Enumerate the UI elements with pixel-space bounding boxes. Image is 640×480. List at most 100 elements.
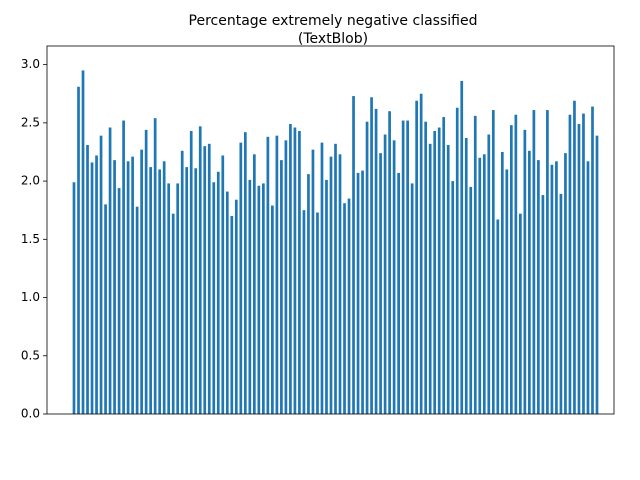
bar	[293, 127, 297, 415]
bar	[568, 114, 572, 414]
bar	[95, 155, 98, 414]
bar	[117, 188, 121, 414]
bar	[392, 140, 396, 415]
bar	[469, 186, 473, 414]
bar	[491, 110, 495, 415]
bar	[158, 169, 162, 414]
bar	[514, 114, 518, 414]
bar	[140, 149, 143, 414]
bar	[108, 127, 112, 415]
bar	[532, 110, 536, 415]
bar	[505, 169, 509, 414]
bar	[428, 143, 432, 414]
bar	[338, 154, 342, 414]
bar	[81, 70, 85, 415]
bar	[162, 161, 166, 414]
bar	[383, 134, 387, 414]
bar	[311, 149, 315, 414]
bar	[415, 100, 419, 414]
bar	[307, 174, 310, 414]
bar	[280, 160, 283, 414]
bar	[546, 110, 549, 415]
bar	[464, 138, 468, 414]
bar	[320, 142, 324, 414]
bar	[329, 156, 333, 414]
y-tick-label: 0.5	[21, 348, 40, 362]
bar	[167, 183, 171, 414]
bar	[550, 164, 554, 414]
plot-frame	[46, 45, 615, 415]
bar	[446, 144, 450, 414]
bar	[528, 150, 531, 414]
bar	[537, 160, 540, 414]
bar	[194, 168, 198, 414]
bar	[410, 183, 414, 414]
bar	[523, 129, 527, 415]
bar	[225, 191, 229, 414]
bar	[126, 161, 130, 414]
bar	[397, 172, 400, 414]
bar	[361, 170, 364, 414]
bar	[374, 108, 378, 414]
bar	[149, 167, 152, 414]
bar	[401, 120, 405, 414]
bar	[496, 219, 500, 414]
bar	[419, 93, 423, 415]
bar	[325, 179, 328, 414]
bar	[243, 132, 247, 414]
bar	[356, 172, 360, 414]
bar	[113, 160, 116, 414]
bar	[262, 183, 265, 414]
chart-title: Percentage extremely negative classified	[189, 13, 478, 29]
bar	[239, 142, 243, 414]
bar	[230, 216, 234, 414]
bar	[99, 135, 103, 414]
bar	[582, 113, 585, 414]
bar	[298, 131, 301, 414]
bar	[252, 154, 256, 414]
bar	[509, 125, 513, 414]
bar	[365, 121, 369, 415]
bar	[72, 182, 76, 414]
bar	[271, 205, 274, 414]
bar	[316, 212, 319, 414]
bar	[153, 118, 157, 415]
bar	[189, 131, 193, 414]
bar	[482, 154, 486, 414]
bar	[86, 144, 89, 414]
bar	[370, 97, 373, 414]
bar	[248, 179, 252, 414]
bar	[478, 157, 482, 414]
y-tick-label: 2.0	[21, 174, 40, 188]
bar	[198, 126, 202, 414]
bar	[266, 136, 270, 414]
bar	[347, 198, 351, 414]
bar	[334, 143, 337, 414]
bar	[343, 203, 346, 414]
bar	[289, 124, 292, 414]
bar	[455, 107, 459, 414]
bar	[122, 120, 125, 414]
bar	[212, 182, 216, 414]
bar	[406, 120, 409, 414]
bar	[180, 150, 184, 414]
bar	[176, 183, 180, 414]
bar	[555, 161, 558, 414]
bar	[573, 100, 576, 414]
bar	[284, 140, 288, 415]
bar	[564, 153, 567, 415]
bar	[203, 146, 207, 414]
bar	[437, 127, 441, 415]
bar	[216, 171, 220, 414]
y-tick-label: 0.0	[21, 407, 40, 421]
y-tick-label: 2.5	[21, 115, 40, 129]
bar	[352, 96, 355, 414]
bar	[586, 161, 590, 414]
bar	[207, 143, 211, 414]
bar	[442, 117, 446, 415]
bar	[302, 210, 306, 414]
bar	[451, 181, 455, 414]
bar	[135, 206, 139, 414]
